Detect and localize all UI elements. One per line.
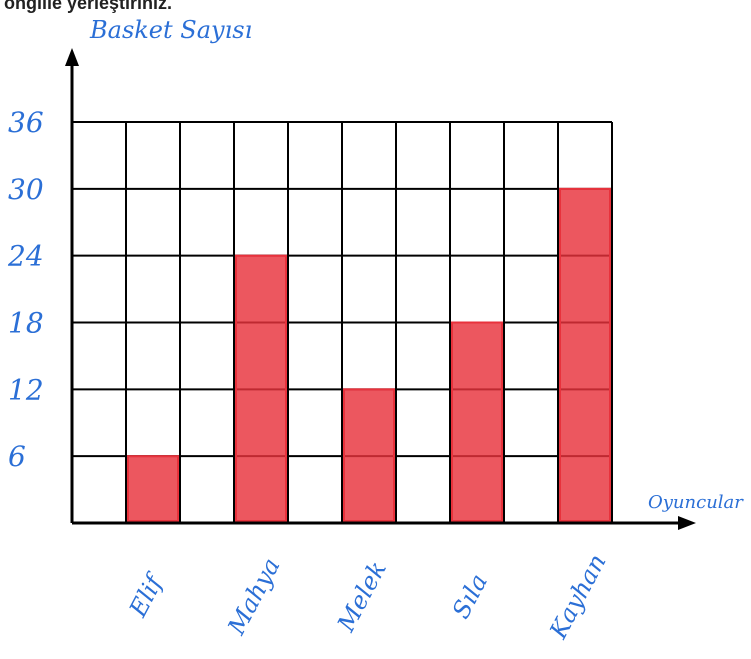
category-label: Elif xyxy=(123,568,170,623)
y-tick-label: 36 xyxy=(8,106,44,139)
bar-mahya xyxy=(235,254,287,523)
x-axis-title: Oyuncular xyxy=(648,492,744,513)
x-axis-arrow-icon xyxy=(678,516,696,530)
bar-elif xyxy=(127,455,179,522)
y-axis-arrow-icon xyxy=(65,48,79,66)
y-tick-labels: 6 12 18 24 30 36 xyxy=(7,106,44,473)
category-label: Kayhan xyxy=(544,549,612,643)
category-label: Sıla xyxy=(447,569,493,623)
header-fragment: ongiiie yerleştiriniz. xyxy=(4,0,172,13)
bar-kayhan xyxy=(559,187,611,522)
y-tick-label: 6 xyxy=(8,440,26,473)
y-tick-label: 12 xyxy=(8,373,44,406)
bars xyxy=(127,187,611,523)
x-category-labels: Elif Mahya Melek Sıla Kayhan xyxy=(123,549,611,643)
bar-melek xyxy=(343,388,395,523)
y-tick-label: 18 xyxy=(8,307,44,340)
category-label: Melek xyxy=(331,556,391,636)
y-axis-title: Basket Sayısı xyxy=(89,16,252,44)
y-tick-label: 24 xyxy=(7,240,44,273)
bar-sıla xyxy=(451,321,503,522)
category-label: Mahya xyxy=(222,553,286,640)
y-tick-label: 30 xyxy=(8,173,44,206)
